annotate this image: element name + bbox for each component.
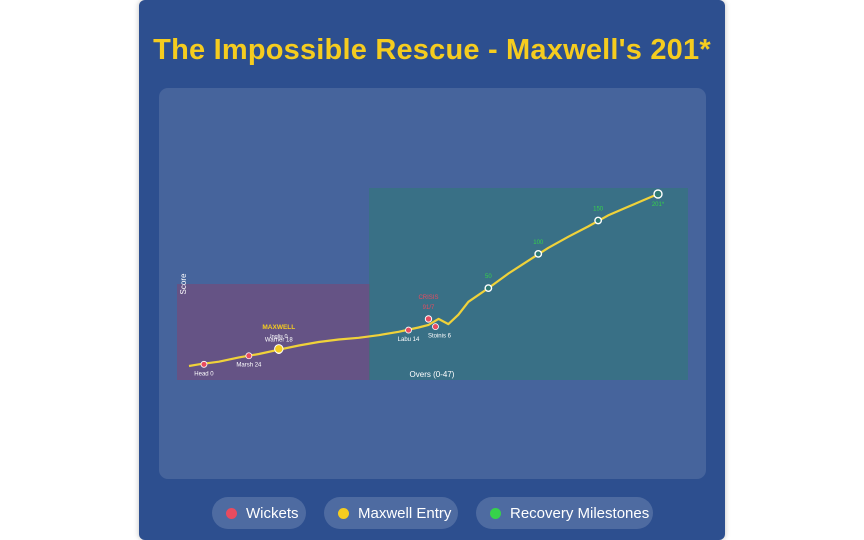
maxwell-entry-point (274, 344, 284, 354)
legend-item-milestones[interactable]: Recovery Milestones (476, 497, 653, 529)
wicket-label: Warner 18 (265, 338, 293, 344)
milestone-label: 100 (533, 240, 544, 246)
milestone-label: 150 (593, 207, 604, 213)
milestone-point (534, 250, 543, 258)
wicket-point (432, 323, 439, 331)
legend-item-maxwell[interactable]: Maxwell Entry (324, 497, 458, 529)
milestone-label: 50 (485, 274, 492, 280)
maxwell-label: MAXWELL (262, 324, 295, 331)
score-line (188, 192, 659, 368)
legend-wicket-dot (226, 507, 237, 519)
maxwell-sublabel: Inglis 0 (270, 334, 287, 340)
crisis-label: CRISIS (418, 295, 438, 301)
crisis-value: 91/7 (423, 305, 435, 311)
milestone-label: 201* (652, 202, 665, 208)
chart-title: The Impossible Rescue - Maxwell's 201* (153, 34, 711, 66)
legend-milestones-label: Recovery Milestones (510, 504, 650, 522)
chart-svg: Score Overs (0-47) Head 0 Marsh 24 Warner 18… (177, 188, 688, 380)
milestone-point (594, 216, 603, 225)
recovery-region (369, 188, 688, 380)
wicket-point (245, 352, 253, 360)
legend-maxwell-dot (338, 507, 349, 519)
wicket-label: Marsh 24 (236, 363, 262, 369)
milestone-point (653, 189, 663, 199)
chart-card: The Impossible Rescue - Maxwell's 201* S… (139, 0, 725, 540)
legend-wickets-label: Wickets (246, 504, 299, 522)
milestone-point (484, 284, 493, 293)
wicket-point (405, 326, 412, 334)
wicket-label: Labu 14 (398, 337, 420, 343)
crisis-point (424, 315, 433, 323)
legend-milestone-dot (490, 507, 501, 519)
x-axis-label: Overs (0-47) (410, 370, 455, 379)
wicket-point (200, 360, 208, 368)
y-axis-label: Score (179, 273, 188, 294)
legend-maxwell-label: Maxwell Entry (358, 504, 452, 522)
wicket-label: Head 0 (194, 371, 214, 377)
wicket-label: Stoinis 6 (428, 334, 452, 340)
legend-item-wickets[interactable]: Wickets (212, 497, 306, 529)
